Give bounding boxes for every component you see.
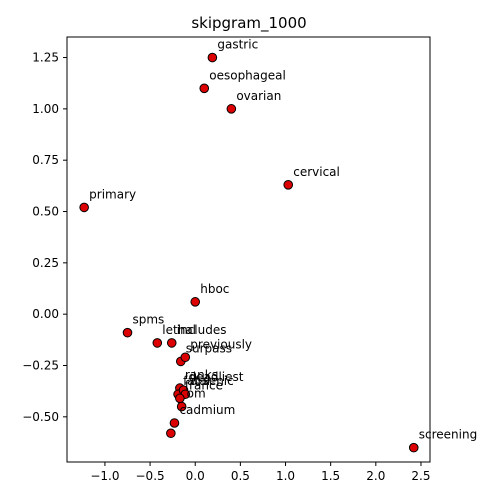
x-tick-label: −1.0 <box>90 469 119 483</box>
data-point <box>190 297 201 307</box>
x-tick-label: −0.5 <box>136 469 165 483</box>
data-point <box>152 338 163 348</box>
data-point <box>79 202 89 213</box>
y-tick-label: 1.25 <box>32 51 59 65</box>
x-tick-label: 0.0 <box>186 469 205 483</box>
point-label: gastric <box>217 38 258 52</box>
axes-frame <box>66 36 431 463</box>
data-point <box>166 428 176 439</box>
point-label: arsenic <box>190 374 233 388</box>
y-tick-label: 1.00 <box>32 102 59 116</box>
data-point <box>166 338 177 348</box>
y-tick-label: 0.00 <box>32 307 59 321</box>
x-tick-label: 1.5 <box>321 469 340 483</box>
y-tick-label: 0.50 <box>32 205 59 219</box>
point-label: cervical <box>293 165 340 179</box>
point-label: primary <box>89 187 136 201</box>
chart-title: skipgram_1000 <box>191 14 306 33</box>
point-label: lethal <box>162 323 196 337</box>
x-tick-label: 1.0 <box>276 469 295 483</box>
data-point <box>122 327 133 338</box>
y-tick-label: −0.25 <box>22 359 59 373</box>
data-point <box>199 83 210 94</box>
data-point <box>207 52 218 63</box>
point-label: france <box>185 378 223 392</box>
point-label: om <box>187 387 206 401</box>
data-point <box>408 442 419 453</box>
point-label: includes <box>177 323 227 337</box>
point-label: hboc <box>200 282 229 296</box>
data-point <box>169 418 180 428</box>
point-label: deadliest <box>188 370 243 384</box>
y-tick-label: 0.25 <box>32 256 59 270</box>
x-tick-label: 2.5 <box>411 469 430 483</box>
data-point <box>283 180 294 190</box>
x-tick-label: 0.5 <box>231 469 250 483</box>
point-label: fatal <box>183 374 210 388</box>
point-label: cadmium <box>179 403 235 417</box>
point-label: ranks <box>185 368 218 382</box>
point-label: surpass <box>186 341 232 355</box>
point-label: screening <box>419 428 477 442</box>
plot-area: −1.0 −0.5 0.0 0.5 1.0 1.5 2.0 2.5 −0.50 −0.25 0.00… <box>22 36 477 483</box>
point-label: ovarian <box>236 89 281 103</box>
point-label: spms <box>133 313 165 327</box>
y-tick-label: 0.75 <box>32 153 59 167</box>
point-label: previously <box>190 337 252 351</box>
x-tick-label: 2.0 <box>366 469 385 483</box>
data-point <box>226 104 237 114</box>
y-tick-label: −0.50 <box>22 410 59 424</box>
data-point <box>175 393 185 404</box>
point-label: oesophageal <box>209 68 286 82</box>
data-point <box>180 352 191 363</box>
data-point <box>176 401 187 412</box>
